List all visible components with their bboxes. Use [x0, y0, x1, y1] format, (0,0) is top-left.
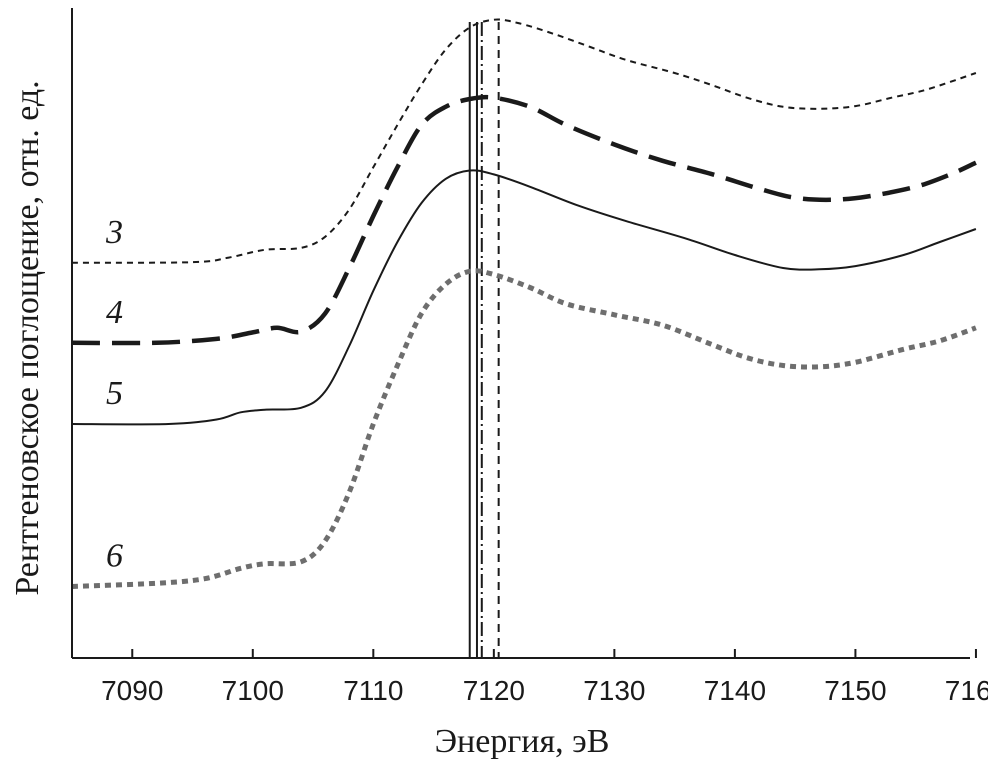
x-tick-label: 7120 [463, 675, 525, 706]
x-tick-label: 7130 [583, 675, 645, 706]
plot-area [71, 18, 977, 658]
x-tick-label: 7100 [222, 675, 284, 706]
x-tick-label: 7140 [704, 675, 766, 706]
x-axis-title: Энергия, эВ [435, 723, 610, 760]
y-axis-title: Рентгеновское поглощение, отн. ед. [9, 80, 46, 595]
x-ticks: 7090 7100 7110 7120 7130 7140 7150 7160 [101, 649, 988, 706]
series-3-label: 3 [105, 214, 123, 251]
x-tick-label: 7090 [101, 675, 163, 706]
series-6-label: 6 [106, 538, 123, 575]
series-6-line [71, 268, 977, 589]
series-5-line [71, 169, 977, 426]
series-4-line [71, 94, 977, 346]
series-3-line [71, 18, 977, 264]
x-tick-label: 7110 [343, 675, 403, 706]
series-5-label: 5 [106, 375, 123, 412]
x-tick-label: 7160 [945, 675, 988, 706]
series-4-label: 4 [106, 294, 123, 331]
series-labels: 3 4 5 6 [105, 214, 123, 575]
x-tick-label: 7150 [824, 675, 886, 706]
